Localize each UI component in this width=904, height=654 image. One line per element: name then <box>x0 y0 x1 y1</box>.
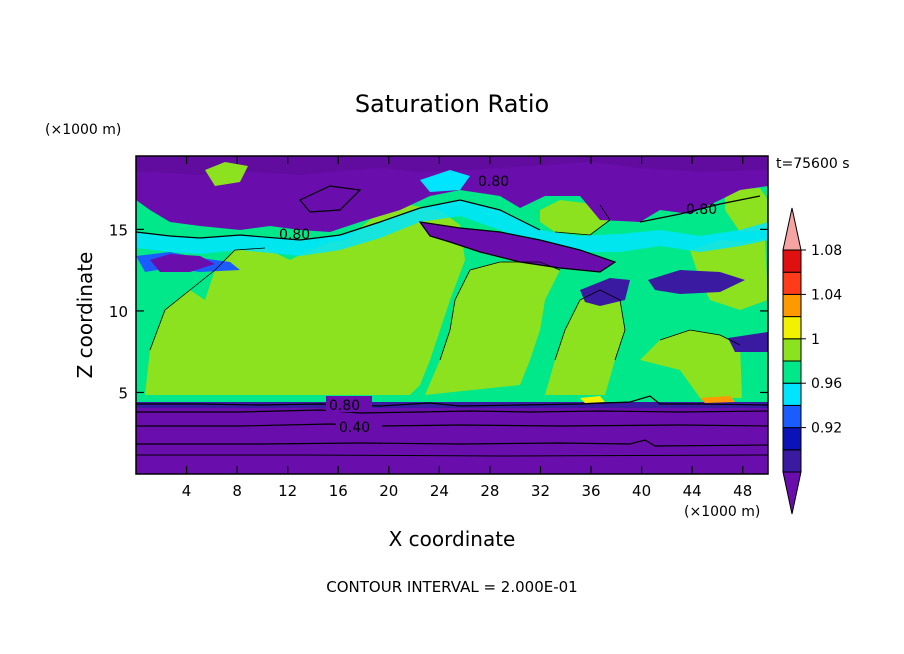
colorbar-label: 1.04 <box>811 287 842 303</box>
x-tick-label: 8 <box>232 482 242 500</box>
colorbar-label: 1.08 <box>811 243 842 259</box>
contour-labels: 0.80 0.40 0.80 0.80 0.80 <box>279 174 717 436</box>
colorbar-segment <box>782 360 802 384</box>
x-axis-label: X coordinate <box>389 527 516 551</box>
colorbar-segment <box>782 382 802 406</box>
colorbar-bottom-extension <box>782 471 802 515</box>
x-tick-label: 12 <box>278 482 297 500</box>
contour-label-0-40: 0.40 <box>339 420 370 436</box>
colorbar-segment <box>782 293 802 318</box>
colorbar-segment <box>782 404 802 429</box>
contour-label-0-80-top: 0.80 <box>478 174 509 190</box>
x-tick-label: 16 <box>329 482 348 500</box>
colorbar-label: 1 <box>811 332 820 348</box>
x-tick-label: 36 <box>581 482 600 500</box>
colorbar-segment <box>782 449 802 473</box>
colorbar-label: 0.92 <box>811 421 842 437</box>
chart-title: Saturation Ratio <box>355 90 549 118</box>
y-axis: 5 10 15 <box>109 221 768 402</box>
contour-label-0-80-mid: 0.80 <box>279 227 310 243</box>
y-unit-label: (×1000 m) <box>45 122 121 138</box>
colorbar-segment <box>782 338 802 362</box>
x-axis: 4 8 12 16 20 24 28 32 36 40 44 48 <box>182 156 752 500</box>
x-tick-label: 28 <box>480 482 499 500</box>
x-tick-label: 20 <box>379 482 398 500</box>
y-axis-label: Z coordinate <box>73 252 97 379</box>
colorbar-label: 0.96 <box>811 376 842 392</box>
contour-interval-footer: CONTOUR INTERVAL = 2.000E-01 <box>326 578 577 596</box>
y-tick-label: 15 <box>109 221 128 239</box>
contour-label-0-80-low: 0.80 <box>329 398 360 414</box>
y-tick-label: 5 <box>118 384 128 402</box>
colorbar-segment <box>782 271 802 295</box>
x-tick-label: 4 <box>182 482 192 500</box>
colorbar-segment <box>782 249 802 273</box>
contour-label-0-80-right: 0.80 <box>686 202 717 218</box>
x-tick-label: 48 <box>733 482 752 500</box>
colorbar-segment <box>782 316 802 340</box>
x-unit-label: (×1000 m) <box>684 504 760 520</box>
colorbar: 0.92 0.96 1 1.04 1.08 <box>782 207 842 515</box>
x-tick-label: 32 <box>531 482 550 500</box>
time-label: t=75600 s <box>776 156 850 172</box>
colorbar-top-extension <box>782 207 802 251</box>
x-tick-label: 40 <box>632 482 651 500</box>
x-tick-label: 44 <box>683 482 702 500</box>
y-tick-label: 10 <box>109 303 128 321</box>
x-tick-label: 24 <box>430 482 449 500</box>
colorbar-segment <box>782 427 802 451</box>
saturation-field <box>136 156 768 474</box>
plot-frame <box>135 155 769 475</box>
